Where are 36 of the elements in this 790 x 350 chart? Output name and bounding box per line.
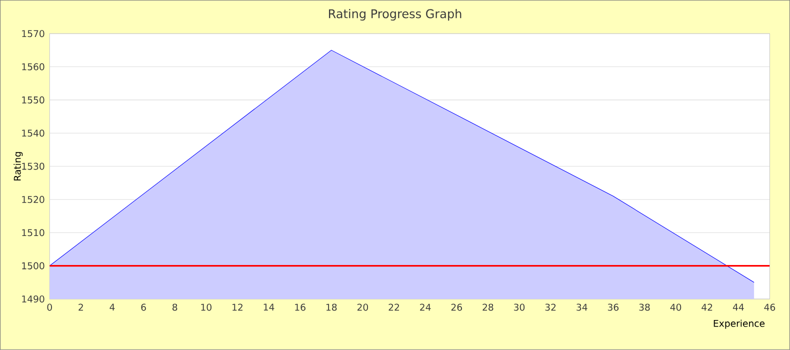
x-tick-label: 4 [110,304,115,311]
x-tick-label: 16 [295,304,306,311]
chart-title: Rating Progress Graph [328,9,462,21]
y-tick-label: 1550 [22,96,44,104]
x-tick-label: 6 [141,304,146,311]
x-tick-label: 18 [326,304,337,311]
x-tick-label: 22 [388,304,400,311]
x-tick-label: 10 [201,304,212,311]
x-tick-label: 14 [264,304,274,311]
x-tick-label: 36 [608,304,619,311]
x-tick-label: 32 [545,304,556,311]
x-tick-label: 34 [576,304,588,311]
x-tick-label: 12 [232,304,242,311]
x-tick-label: 8 [172,304,178,311]
x-tick-label: 24 [420,304,431,311]
x-tick-label: 26 [451,304,462,311]
x-tick-label: 0 [47,304,52,311]
y-tick-label: 1570 [22,30,44,38]
y-tick-label: 1510 [22,229,44,236]
x-tick-label: 20 [357,304,368,311]
x-tick-label: 40 [670,304,682,311]
x-tick-label: 2 [78,304,83,311]
x-tick-label: 42 [702,304,712,311]
y-tick-label: 1500 [22,262,44,270]
x-tick-label: 28 [482,304,494,311]
x-tick-label: 30 [514,304,525,311]
y-tick-label: 1560 [22,63,44,70]
x-tick-label: 46 [764,304,776,311]
y-tick-label: 1530 [22,162,44,170]
x-tick-label: 44 [732,304,744,311]
y-tick-label: 1490 [22,295,44,303]
y-tick-label: 1540 [22,130,44,137]
x-tick-label: 38 [639,304,650,311]
y-tick-label: 1520 [22,196,44,204]
y-axis-title: Rating [14,152,23,180]
x-axis-title: Experience [714,320,765,329]
